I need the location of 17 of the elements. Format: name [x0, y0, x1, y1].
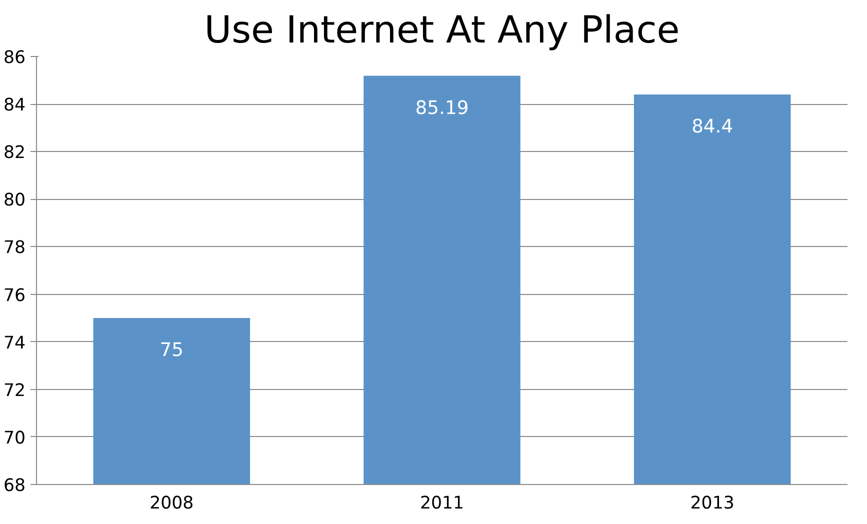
x-tick-label: 2008 [150, 494, 194, 514]
data-label: 75 [160, 340, 184, 362]
y-tick-label: 70 [3, 428, 26, 448]
y-tick-label: 78 [3, 238, 26, 258]
y-tick-label: 86 [3, 48, 26, 68]
x-tick-label: 2013 [690, 494, 734, 514]
data-label: 84.4 [692, 116, 734, 138]
y-tick-label: 82 [3, 143, 26, 164]
y-tick-label: 76 [3, 286, 26, 306]
y-tick-label: 72 [3, 380, 26, 401]
y-tick-label: 74 [3, 333, 26, 354]
y-tick-label: 84 [3, 96, 26, 116]
x-tick-label: 2011 [420, 494, 464, 514]
data-label: 85.19 [415, 98, 469, 119]
chart-title: Use Internet At Any Place [204, 8, 680, 52]
y-tick-label: 68 [3, 476, 26, 496]
y-tick-label: 80 [3, 190, 26, 211]
